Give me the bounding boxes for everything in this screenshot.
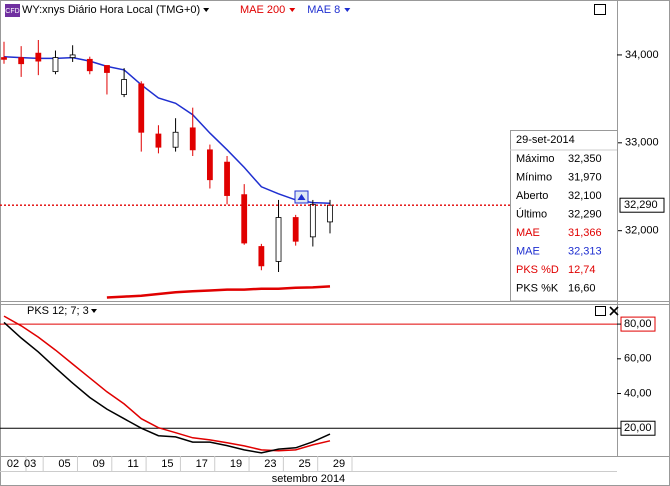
info-value: 12,74 — [568, 264, 596, 276]
x-tick-label: 17 — [196, 458, 208, 470]
info-box — [510, 130, 618, 302]
candle-body — [86, 58, 93, 72]
indicator-title[interactable]: PKS 12; 7; 3 — [27, 305, 89, 317]
candle-body — [35, 52, 42, 62]
series-line — [106, 285, 331, 299]
info-value: 16,60 — [568, 282, 596, 294]
legend-entry[interactable]: MAE 8 — [307, 4, 340, 16]
candle-body — [309, 203, 316, 238]
info-label: Máximo — [516, 153, 555, 165]
candle-body — [189, 127, 196, 151]
maximize-button[interactable] — [595, 306, 606, 316]
candle-body — [206, 149, 213, 181]
candle-body — [69, 54, 76, 58]
info-label: PKS %D — [516, 264, 559, 276]
x-tick-label: 03 — [24, 458, 36, 470]
y-tick-label: 32,000 — [625, 225, 659, 237]
title-arrow — [203, 8, 210, 12]
info-value: 31,366 — [568, 227, 602, 239]
candle-body — [258, 246, 265, 267]
candle-body — [275, 217, 282, 262]
y-tick-label: 20,00 — [624, 422, 652, 434]
x-tick-label: 02 — [7, 458, 19, 470]
info-label: PKS %K — [516, 282, 559, 294]
candle-body — [241, 194, 248, 244]
info-value: 32,350 — [568, 153, 602, 165]
candle-body — [1, 57, 7, 60]
info-value: 31,970 — [568, 171, 602, 183]
last-price-box — [619, 197, 665, 213]
candle-body — [172, 131, 179, 148]
candle-body — [52, 57, 59, 73]
chart-title[interactable]: WY:xnys Diário Hora Local (TMG+0) — [22, 4, 200, 16]
x-tick-label: 25 — [299, 458, 311, 470]
y-tick-label: 33,000 — [625, 137, 659, 149]
candle-body — [327, 204, 333, 223]
legend: MAE 200 MAE 8 — [240, 4, 351, 16]
y-tick-label: 34,000 — [625, 49, 659, 61]
candle-body — [224, 161, 230, 196]
last-price-label: 32,290 — [624, 199, 658, 211]
x-tick-label: 23 — [264, 458, 276, 470]
alert-icon — [297, 194, 306, 200]
y-tick-label: 80,00 — [624, 318, 652, 330]
legend-arrow — [289, 8, 296, 12]
series-line — [3, 315, 331, 452]
candle-body — [138, 83, 145, 133]
candle-body — [292, 217, 299, 242]
info-label: Último — [516, 207, 547, 220]
candle-body — [104, 65, 110, 73]
title-arrow — [91, 309, 97, 313]
info-label: Mínimo — [516, 171, 552, 183]
x-tick-label: 05 — [58, 458, 70, 470]
x-tick-label: 11 — [127, 458, 138, 470]
x-tick-label: 19 — [230, 458, 242, 470]
y-tick-label: 40,00 — [624, 387, 652, 399]
legend-arrow — [344, 8, 351, 12]
badge — [5, 4, 20, 17]
candle-body — [121, 79, 128, 95]
x-tick-label: 09 — [93, 458, 105, 470]
y-tick-label: 60,00 — [624, 353, 652, 365]
info-value: 32,290 — [568, 208, 602, 220]
info-value: 32,100 — [568, 190, 602, 202]
info-title: 29-set-2014 — [516, 134, 575, 146]
info-label: MAE — [516, 227, 540, 239]
info-label: MAE — [516, 245, 540, 257]
x-tick-label: 15 — [161, 458, 173, 470]
x-axis-label: setembro 2014 — [272, 473, 345, 485]
badge-text: CFD — [5, 8, 19, 15]
candle-body — [155, 133, 162, 148]
candle-body — [18, 57, 25, 65]
legend-entry[interactable]: MAE 200 — [240, 4, 285, 16]
info-label: Aberto — [516, 190, 548, 202]
maximize-button[interactable] — [594, 4, 606, 15]
series-line — [3, 321, 331, 454]
close-button[interactable] — [609, 306, 619, 316]
info-value: 32,313 — [568, 245, 602, 257]
x-tick-label: 29 — [333, 458, 345, 470]
